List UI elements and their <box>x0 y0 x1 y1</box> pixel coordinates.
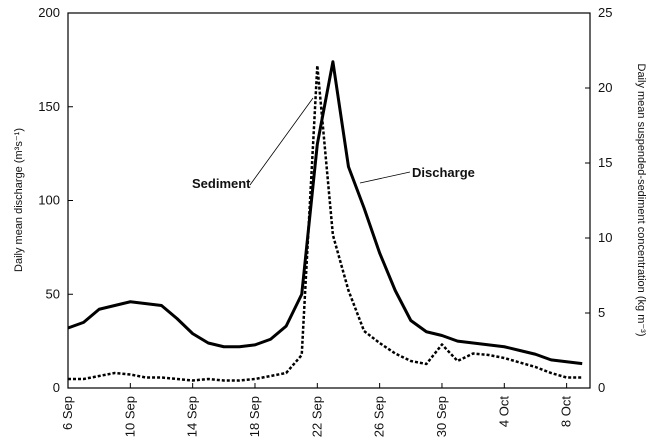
y-tick-label: 50 <box>46 286 60 301</box>
y2-tick-label: 15 <box>598 155 612 170</box>
annotation: Sediment <box>192 176 251 191</box>
x-tick-label: 18 Sep <box>247 396 262 437</box>
y-tick-label: 150 <box>38 99 60 114</box>
y-tick-label: 0 <box>53 380 60 395</box>
x-tick-label: 14 Sep <box>185 396 200 437</box>
y2-axis-title: Daily mean suspended-sediment concentrat… <box>635 64 647 337</box>
x-tick-label: 6 Sep <box>60 396 75 430</box>
x-tick-label: 4 Oct <box>496 396 511 427</box>
plot-frame <box>67 12 591 389</box>
y-tick-label: 100 <box>38 193 60 208</box>
y-tick-label: 200 <box>38 5 60 20</box>
x-tick-label: 22 Sep <box>309 396 324 437</box>
annotation-line <box>359 171 411 184</box>
x-tick-label: 30 Sep <box>434 396 449 437</box>
y2-tick-label: 25 <box>598 5 612 20</box>
series-line <box>67 60 583 366</box>
y2-tick-label: 20 <box>598 80 612 95</box>
y2-tick-label: 0 <box>598 380 605 395</box>
x-tick-label: 26 Sep <box>372 396 387 437</box>
y-axis-title: Daily mean discharge (m³s⁻¹) <box>13 128 25 272</box>
x-tick-label: 8 Oct <box>559 396 574 427</box>
y2-tick-label: 5 <box>598 305 605 320</box>
series-line <box>68 64 583 382</box>
x-tick-label: 10 Sep <box>122 396 137 437</box>
annotation: Discharge <box>412 165 475 180</box>
y2-tick-label: 10 <box>598 230 612 245</box>
annotation-line <box>249 97 314 186</box>
